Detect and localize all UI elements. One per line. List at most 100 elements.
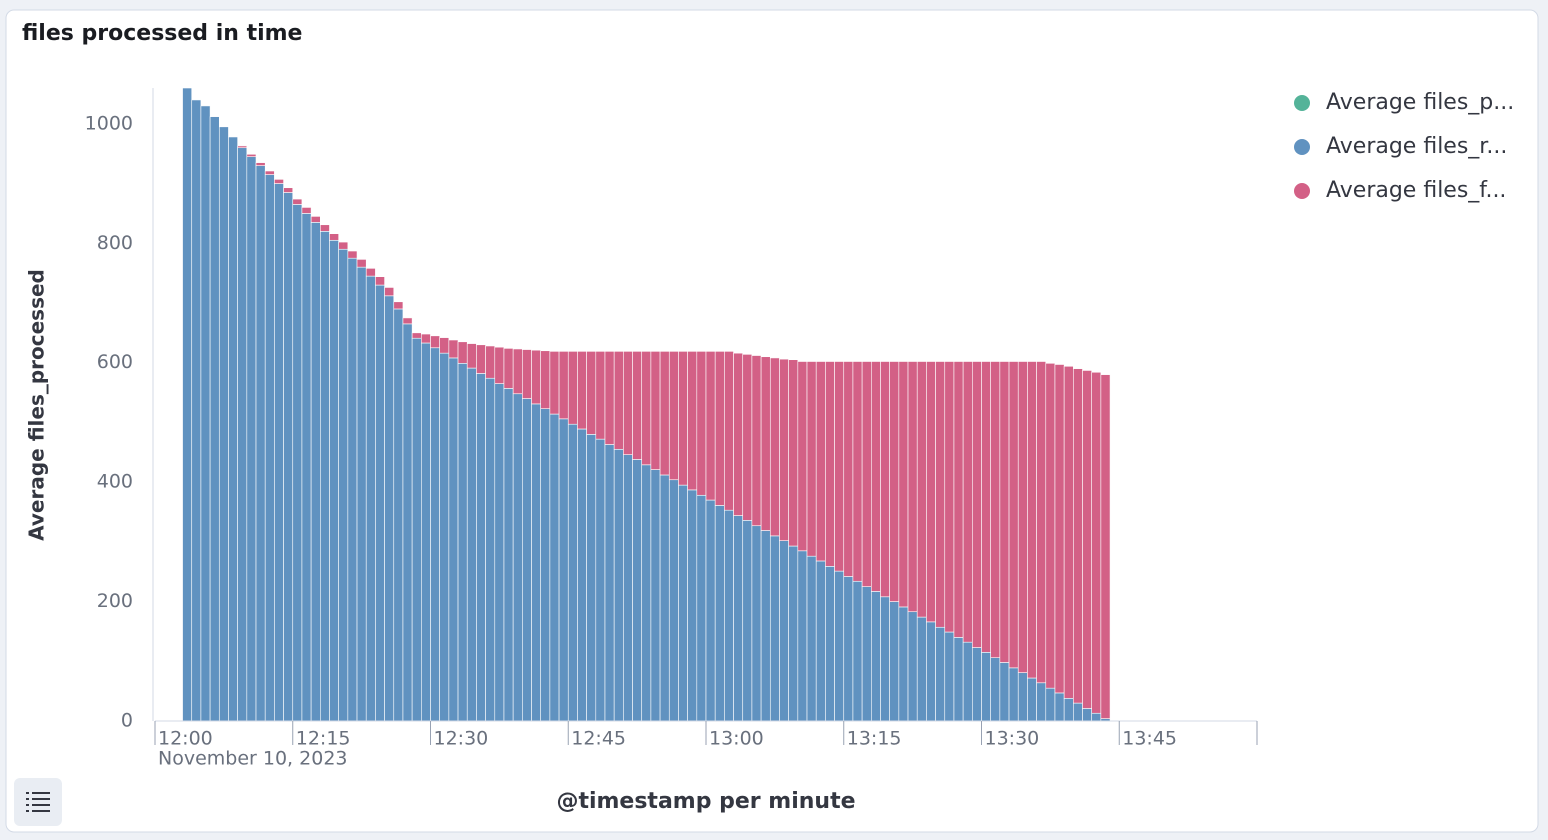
- bar-segment: [861, 361, 872, 587]
- bar-segment: [604, 351, 615, 445]
- bar-segment: [209, 116, 220, 722]
- bar-segment: [1063, 365, 1074, 699]
- bar-segment: [466, 367, 477, 722]
- bar-segment: [356, 259, 367, 268]
- bar-segment: [779, 358, 789, 541]
- bar-segment: [870, 361, 881, 592]
- bar-segment: [696, 351, 707, 496]
- legend-dot: [1294, 95, 1310, 111]
- panel-title: files processed in time: [22, 21, 302, 46]
- bar-segment: [558, 418, 569, 722]
- bar-segment: [402, 323, 413, 722]
- bar-segment: [301, 213, 312, 722]
- bar-segment: [815, 361, 826, 562]
- bar-segment: [218, 126, 229, 722]
- bar-segment: [843, 361, 854, 577]
- bar-segment: [264, 170, 275, 175]
- bar-segment: [926, 361, 936, 623]
- bar-segment: [632, 459, 643, 722]
- legend-toggle-button[interactable]: [14, 778, 62, 826]
- bar-segment: [687, 489, 698, 722]
- bar-segment: [1073, 368, 1083, 704]
- bar-segment: [650, 351, 661, 470]
- bar-segment: [283, 187, 294, 193]
- bar-segment: [522, 398, 532, 722]
- bar-segment: [705, 499, 716, 722]
- bar-segment: [540, 350, 551, 409]
- x-axis-title: @timestamp per minute: [556, 789, 855, 814]
- bar-segment: [678, 351, 688, 486]
- bar-segment: [274, 183, 284, 722]
- bar-segment: [457, 362, 468, 722]
- bar-segment: [577, 428, 587, 722]
- bar-segment: [393, 301, 404, 310]
- bar-segment: [659, 351, 670, 476]
- x-tick-label: 12:00: [158, 728, 213, 750]
- bar-segment: [788, 359, 799, 547]
- bar-segment: [384, 287, 395, 297]
- bar-segment: [898, 361, 909, 608]
- bar-segment: [724, 509, 734, 722]
- bar-segment: [540, 408, 551, 722]
- bar-segment: [1091, 371, 1102, 714]
- bar-segment: [751, 355, 762, 527]
- bar-segment: [595, 351, 606, 440]
- bar-segment: [999, 662, 1010, 722]
- bar-segment: [825, 361, 835, 567]
- bar-segment: [880, 596, 890, 722]
- bar-segment: [641, 351, 652, 466]
- bar-segment: [595, 438, 606, 722]
- bar-segment: [1008, 667, 1019, 722]
- bar-segment: [788, 545, 799, 722]
- bar-segment: [1045, 362, 1056, 689]
- bar-segment: [797, 361, 808, 552]
- y-tick-label: 1000: [85, 112, 133, 134]
- bar-segment: [972, 647, 982, 722]
- y-tick-label: 0: [121, 710, 133, 732]
- bar-segment: [972, 361, 982, 648]
- bar-segment: [338, 248, 349, 722]
- bar-segment: [485, 345, 496, 379]
- bar-segment: [182, 87, 193, 722]
- bar-segment: [944, 631, 955, 722]
- bar-segment: [962, 641, 973, 722]
- bar-segment: [926, 621, 936, 722]
- bar-segment: [1063, 698, 1074, 722]
- bar-segment: [889, 601, 900, 722]
- bar-segment: [834, 361, 845, 572]
- bar-segment: [981, 361, 991, 653]
- bar-segment: [283, 192, 294, 722]
- y-tick-label: 600: [97, 351, 133, 373]
- bar-segment: [1073, 702, 1083, 722]
- bar-segment: [659, 474, 670, 722]
- bar-segment: [430, 335, 440, 349]
- bar-segment: [760, 530, 771, 722]
- bar-segment: [457, 341, 468, 364]
- bar-segment: [1017, 361, 1028, 673]
- bar-segment: [825, 566, 835, 722]
- bar-segment: [338, 241, 349, 250]
- bar-segment: [411, 337, 422, 722]
- legend-label: Average files_r...: [1326, 134, 1507, 159]
- bar-segment: [687, 351, 698, 491]
- bar-segment: [494, 346, 505, 384]
- bar-segment: [237, 145, 248, 149]
- bar-segment: [292, 198, 303, 205]
- bar-segment: [613, 448, 624, 722]
- bar-segment: [1091, 712, 1102, 722]
- bar-segment: [760, 356, 771, 531]
- bar-segment: [999, 361, 1010, 663]
- bar-segment: [944, 361, 955, 633]
- bar-segment: [255, 165, 266, 722]
- bar-segment: [347, 257, 358, 722]
- bar-segment: [476, 344, 486, 374]
- bar-segment: [1027, 361, 1037, 679]
- bar-segment: [733, 515, 744, 722]
- bar-segment: [531, 403, 541, 722]
- bar-segment: [319, 224, 330, 232]
- bar-segment: [567, 423, 578, 722]
- bar-segment: [586, 434, 597, 722]
- x-tick-label: 13:45: [1122, 728, 1177, 750]
- bar-segment: [522, 349, 532, 399]
